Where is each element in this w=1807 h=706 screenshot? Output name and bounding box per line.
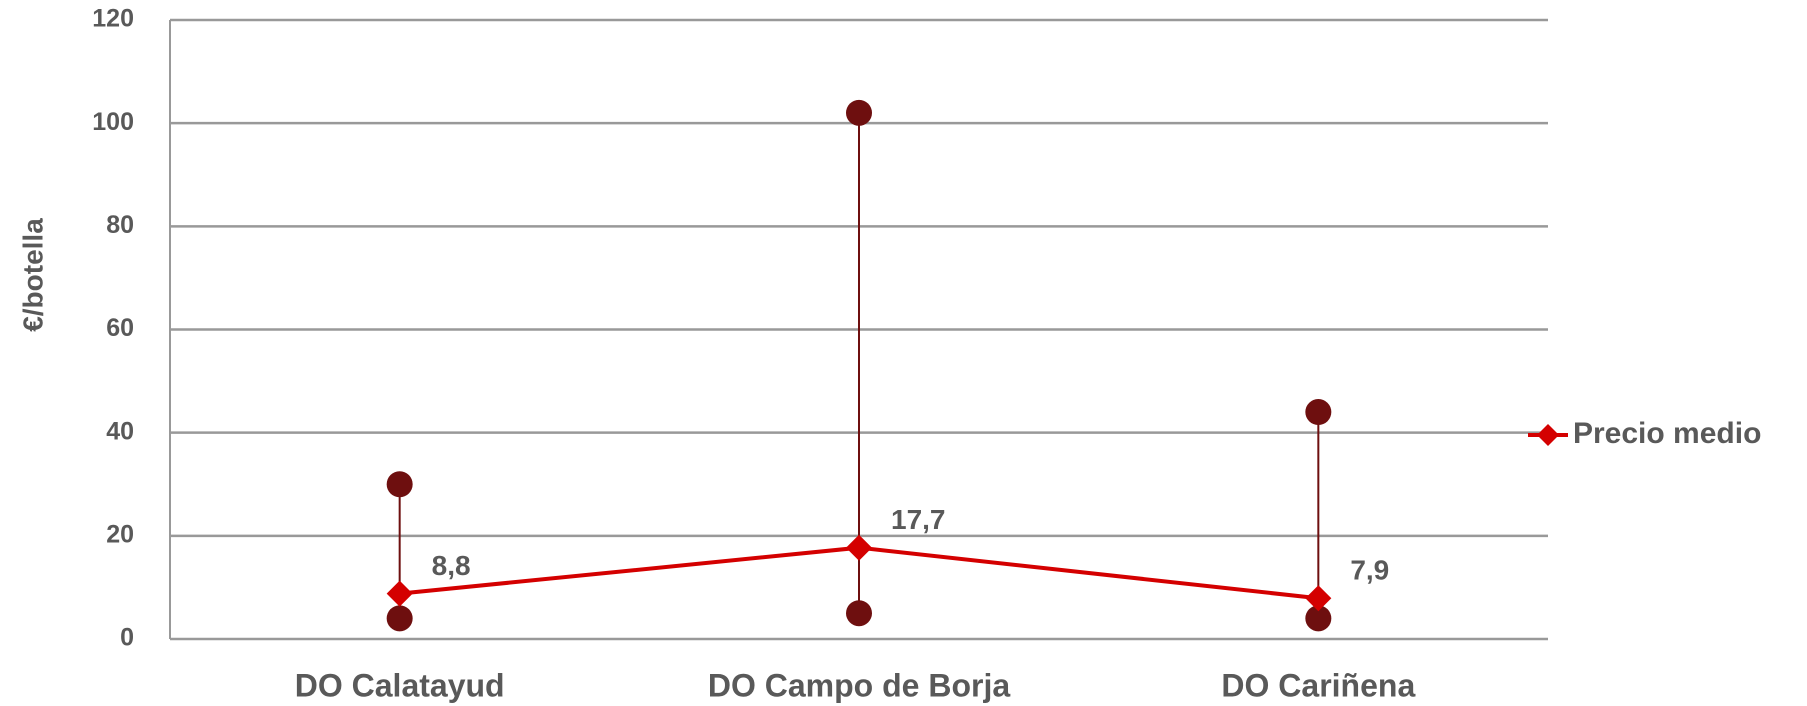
data-label: 7,9 (1350, 555, 1389, 586)
y-tick-label: 60 (106, 314, 134, 342)
point-marker (846, 534, 872, 561)
x-tick-label: DO Campo de Borja (708, 667, 1010, 703)
data-label: 17,7 (891, 504, 946, 535)
low-marker (1305, 605, 1332, 632)
y-tick-label: 80 (106, 211, 134, 239)
point-marker (386, 580, 413, 607)
x-tick-label: DO Calatayud (295, 667, 505, 703)
legend-marker (1537, 424, 1559, 446)
high-marker (846, 99, 872, 126)
legend-label: Precio medio (1573, 417, 1761, 450)
y-tick-label: 0 (120, 624, 134, 652)
data-label: 8,8 (432, 550, 471, 581)
low-marker (846, 600, 872, 627)
y-tick-label: 20 (106, 520, 134, 548)
low-marker (386, 605, 413, 632)
high-marker (386, 471, 413, 498)
y-tick-label: 120 (92, 5, 134, 33)
x-tick-label: DO Cariñena (1221, 667, 1415, 703)
high-marker (1305, 399, 1332, 426)
y-tick-label: 40 (106, 417, 134, 445)
point-marker (1305, 585, 1332, 612)
y-tick-label: 100 (92, 108, 134, 136)
y-axis-title: €/botella (17, 218, 48, 332)
